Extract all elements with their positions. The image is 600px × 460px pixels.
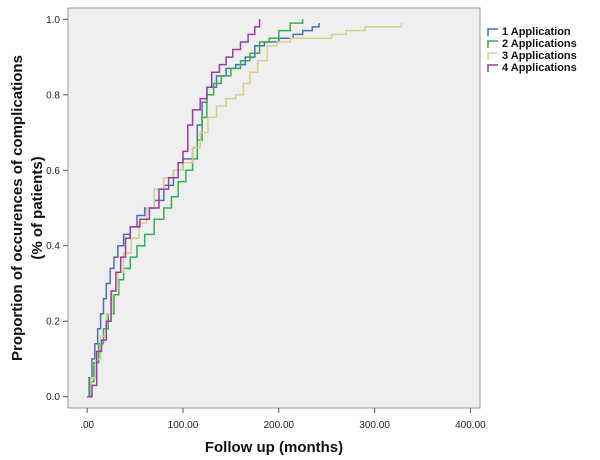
x-tick-label: 300.00 bbox=[359, 420, 390, 431]
y-tick-label: 0.2 bbox=[46, 317, 60, 328]
x-tick-label: .00 bbox=[80, 420, 94, 431]
series-line-1 bbox=[87, 23, 320, 398]
legend-label: 2 Applications bbox=[502, 38, 577, 50]
legend-swatch bbox=[487, 40, 498, 48]
y-axis-title: Proportion of occurences of complication… bbox=[9, 55, 26, 361]
x-tick-label: 100.00 bbox=[168, 420, 199, 431]
legend-swatch bbox=[487, 64, 498, 72]
x-tick-label: 400.00 bbox=[455, 420, 486, 431]
legend-label: 1 Application bbox=[502, 26, 571, 38]
y-tick-label: 0.8 bbox=[46, 90, 60, 101]
y-tick-label: 1.0 bbox=[46, 15, 60, 26]
legend-label: 3 Applications bbox=[502, 50, 577, 62]
series-layer bbox=[87, 19, 403, 398]
x-axis-title: Follow up (months) bbox=[205, 439, 343, 456]
legend-swatch bbox=[487, 52, 498, 60]
axis-layer: 0.0 0.2 0.4 0.6 0.8 1.0 .00 100.00 200.00 300.00 4… bbox=[46, 15, 486, 431]
y-tick-label: 0.4 bbox=[46, 241, 60, 252]
y-tick-label: 0.0 bbox=[46, 392, 60, 403]
y-tick-label: 0.6 bbox=[46, 166, 60, 177]
plot-area bbox=[67, 7, 481, 409]
legend-swatch bbox=[487, 28, 498, 36]
legend-label: 4 Applications bbox=[502, 62, 577, 74]
series-line-4 bbox=[87, 19, 261, 398]
x-tick-label: 200.00 bbox=[263, 420, 294, 431]
y-axis-subtitle: (% of patients) bbox=[29, 156, 46, 259]
